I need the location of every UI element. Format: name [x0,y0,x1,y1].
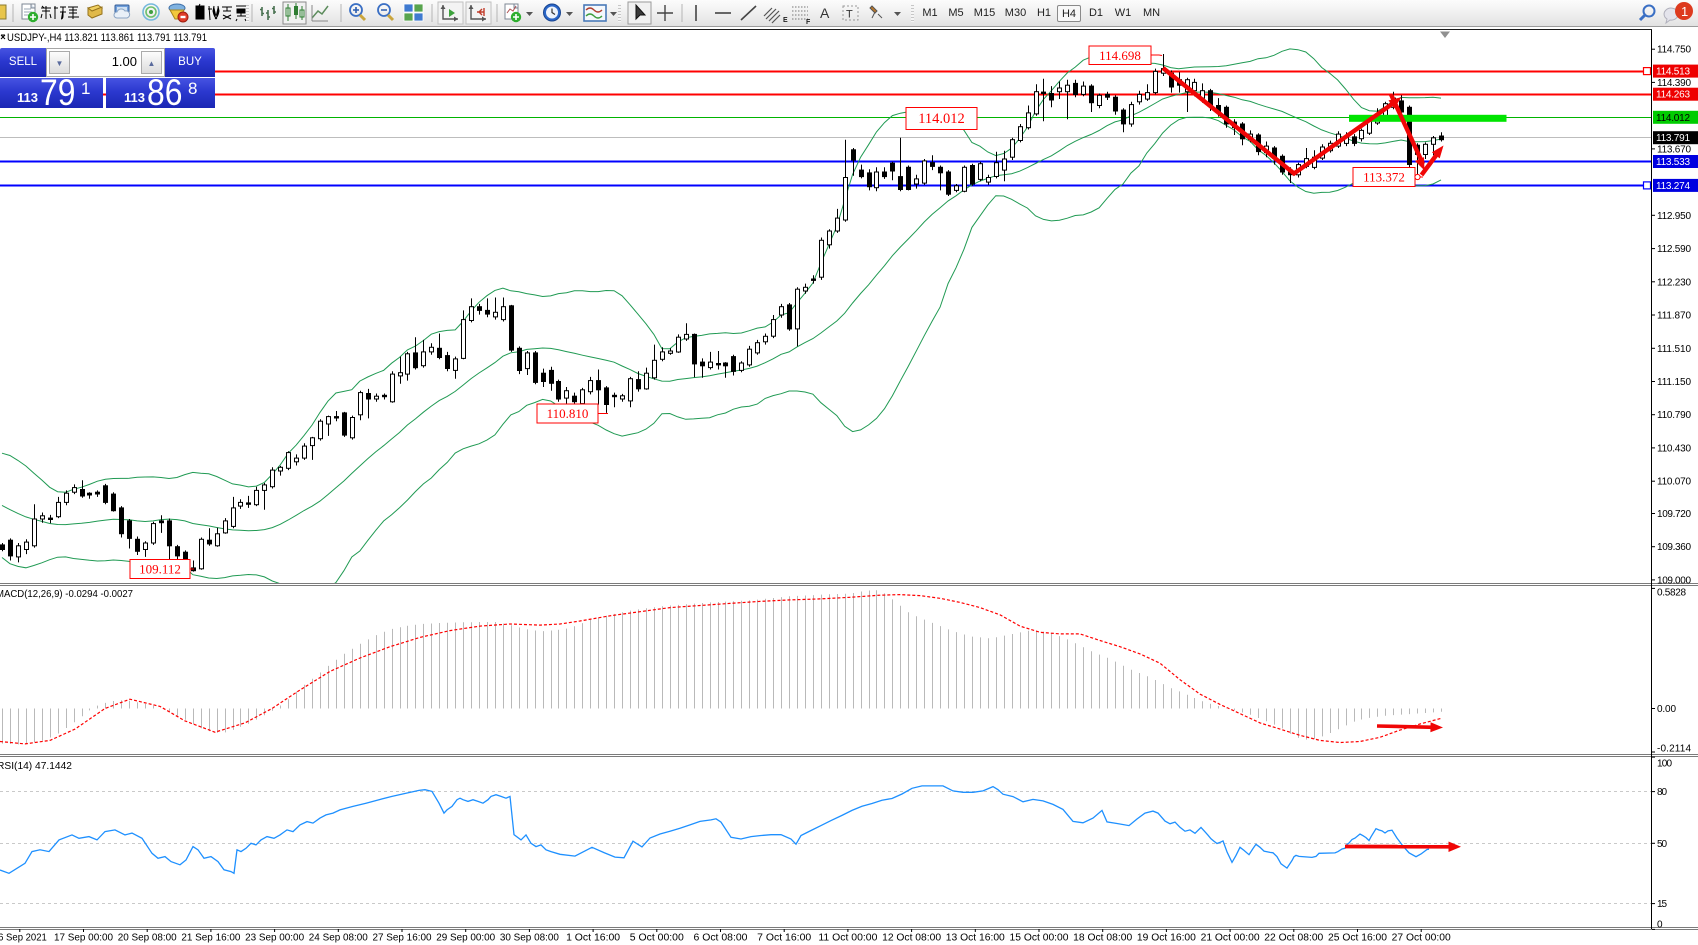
svg-text:110.070: 110.070 [1657,477,1691,488]
svg-text:USDJPY-,H4 113.821 113.861 11: USDJPY-,H4 113.821 113.861 113.791 113.7… [7,32,207,44]
svg-text:110.790: 110.790 [1657,410,1691,421]
svg-text:110.810: 110.810 [547,406,589,421]
svg-text:27 Oct 00:00: 27 Oct 00:00 [1392,933,1451,944]
svg-text:RSI(14) 47.1442: RSI(14) 47.1442 [0,760,72,772]
svg-text:30 Sep 08:00: 30 Sep 08:00 [500,933,559,944]
svg-text:15 Oct 00:00: 15 Oct 00:00 [1010,933,1069,944]
svg-text:0: 0 [1657,920,1663,931]
svg-text:111.870: 111.870 [1657,311,1691,322]
svg-text:109.360: 109.360 [1657,542,1691,553]
svg-text:112.950: 112.950 [1657,211,1691,222]
svg-text:114.012: 114.012 [918,111,965,127]
svg-text:110.430: 110.430 [1657,443,1691,454]
svg-text:113.533: 113.533 [1656,157,1690,168]
svg-text:114.750: 114.750 [1657,45,1691,56]
svg-text:F: F [806,19,811,26]
svg-text:111.150: 111.150 [1657,377,1691,388]
svg-text:16 Sep 2021: 16 Sep 2021 [0,933,47,944]
svg-text:24 Sep 08:00: 24 Sep 08:00 [309,933,368,944]
svg-text:111.510: 111.510 [1657,344,1691,355]
svg-text:22 Oct 08:00: 22 Oct 08:00 [1264,933,1323,944]
svg-text:114.513: 114.513 [1656,67,1690,78]
svg-text:-0.2114: -0.2114 [1657,744,1691,755]
svg-text:21 Sep 16:00: 21 Sep 16:00 [181,933,240,944]
svg-text:MACD(12,26,9) -0.0294 -0.0027: MACD(12,26,9) -0.0294 -0.0027 [0,588,133,600]
svg-text:7 Oct 16:00: 7 Oct 16:00 [757,933,811,944]
svg-text:113.372: 113.372 [1363,170,1405,185]
svg-text:109.720: 109.720 [1657,509,1691,520]
svg-text:112.590: 112.590 [1657,244,1691,255]
svg-text:112.230: 112.230 [1657,277,1691,288]
svg-text:109.000: 109.000 [1657,575,1691,586]
svg-text:50: 50 [1657,839,1667,850]
svg-text:27 Sep 16:00: 27 Sep 16:00 [373,933,432,944]
svg-text:0.00: 0.00 [1657,704,1676,715]
svg-text:19 Oct 16:00: 19 Oct 16:00 [1137,933,1196,944]
svg-text:1: 1 [1681,4,1688,19]
svg-text:15: 15 [1657,899,1667,910]
svg-text:29 Sep 00:00: 29 Sep 00:00 [436,933,495,944]
svg-text:100: 100 [1657,759,1672,770]
svg-text:20 Sep 08:00: 20 Sep 08:00 [118,933,177,944]
svg-text:17 Sep 00:00: 17 Sep 00:00 [54,933,113,944]
svg-text:12 Oct 08:00: 12 Oct 08:00 [882,933,941,944]
svg-text:114.698: 114.698 [1099,48,1141,63]
svg-text:114.012: 114.012 [1656,113,1690,124]
svg-text:A: A [820,5,830,21]
svg-text:1 Oct 16:00: 1 Oct 16:00 [566,933,620,944]
svg-text:6 Oct 08:00: 6 Oct 08:00 [694,933,748,944]
svg-text:114.390: 114.390 [1657,78,1691,89]
svg-text:113.274: 113.274 [1656,181,1690,192]
svg-text:18 Oct 08:00: 18 Oct 08:00 [1073,933,1132,944]
svg-text:23 Sep 00:00: 23 Sep 00:00 [245,933,304,944]
svg-text:80: 80 [1657,787,1667,798]
svg-text:21 Oct 00:00: 21 Oct 00:00 [1201,933,1260,944]
svg-text:5 Oct 00:00: 5 Oct 00:00 [630,933,684,944]
svg-text:T: T [846,9,853,21]
svg-text:113.670: 113.670 [1657,144,1691,155]
svg-text:0.5828: 0.5828 [1657,588,1686,599]
svg-text:11 Oct 00:00: 11 Oct 00:00 [818,933,877,944]
svg-text:E: E [783,17,788,24]
svg-text:114.263: 114.263 [1656,90,1690,101]
svg-text:109.112: 109.112 [139,562,181,577]
svg-text:25 Oct 16:00: 25 Oct 16:00 [1328,933,1387,944]
svg-text:113.791: 113.791 [1656,133,1690,144]
svg-text:13 Oct 16:00: 13 Oct 16:00 [946,933,1005,944]
